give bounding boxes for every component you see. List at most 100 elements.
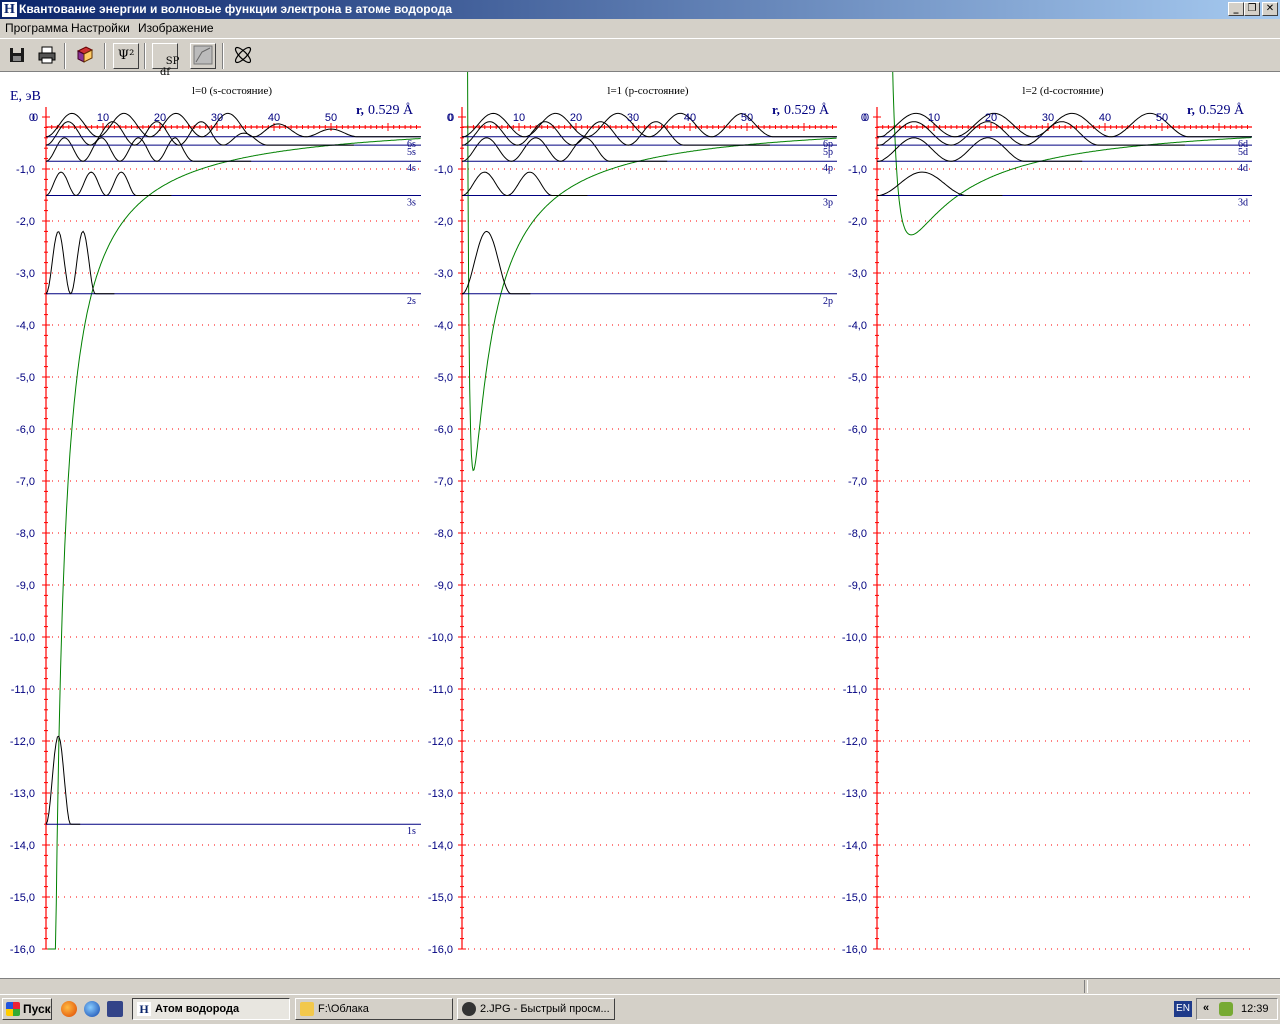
y-tick-label: -1,0 — [434, 164, 453, 176]
wavefunction-5s — [45, 121, 354, 146]
tray-expand-icon[interactable]: « — [1203, 1002, 1210, 1014]
show-desktop-icon[interactable] — [107, 1001, 123, 1017]
close-button[interactable]: ✕ — [1262, 2, 1278, 16]
menu-program[interactable]: Программа — [5, 21, 68, 35]
level-label-4s: 4s — [407, 163, 416, 174]
x-tick-label: 30 — [211, 112, 223, 124]
y-tick-label: -9,0 — [16, 580, 35, 592]
y-tick-label: -14,0 — [428, 840, 453, 852]
wavefunction-5p — [461, 121, 770, 146]
y-tick-label: -16,0 — [842, 944, 867, 956]
x-origin-label: 0 — [863, 112, 869, 124]
firefox-icon[interactable] — [61, 1001, 77, 1017]
minimize-button[interactable]: _ — [1228, 2, 1244, 16]
y-tick-label: -12,0 — [10, 736, 35, 748]
wavefunction-1s — [45, 735, 81, 825]
spdf-icon: SP df — [159, 56, 180, 78]
save-button[interactable] — [4, 43, 30, 69]
system-tray: « 12:39 — [1196, 998, 1278, 1020]
y-tick-label: -3,0 — [434, 268, 453, 280]
y-tick-label: -11,0 — [429, 684, 453, 696]
internet-explorer-icon[interactable] — [84, 1001, 100, 1017]
y-tick-label: -10,0 — [10, 632, 35, 644]
x-tick-label: 10 — [97, 112, 109, 124]
start-button[interactable]: Пуск — [2, 998, 52, 1020]
y-tick-label: -7,0 — [16, 476, 35, 488]
chart-frame-button[interactable] — [190, 43, 216, 69]
y-tick-label: -8,0 — [434, 528, 453, 540]
toolbar-separator — [104, 43, 106, 69]
y-tick-label: -4,0 — [434, 320, 453, 332]
y-tick-label: -10,0 — [842, 632, 867, 644]
y-tick-label: -8,0 — [848, 528, 867, 540]
x-unit-label: 0.529 Å — [784, 102, 830, 118]
y-tick-label: -4,0 — [848, 320, 867, 332]
y-tick-label: -2,0 — [16, 216, 35, 228]
psi-squared-icon: Ψ² — [117, 48, 135, 63]
y-tick-label: -3,0 — [848, 268, 867, 280]
level-label-4p: 4p — [823, 163, 833, 174]
book-icon — [76, 46, 94, 63]
y-axis-title: E, эВ — [10, 89, 41, 104]
level-label-2s: 2s — [407, 296, 416, 307]
psi-squared-button[interactable]: Ψ² — [113, 43, 139, 69]
clock: 12:39 — [1241, 1003, 1269, 1015]
y-tick-label: -13,0 — [10, 788, 35, 800]
task-hydrogen-atom[interactable]: H Атом водорода — [132, 998, 290, 1020]
level-label-5d: 5d — [1238, 147, 1248, 158]
potential-curve — [47, 138, 421, 950]
y-tick-label: -11,0 — [843, 684, 867, 696]
level-label-2p: 2p — [823, 296, 833, 307]
y-tick-label: -16,0 — [428, 944, 453, 956]
orbital-button[interactable] — [230, 43, 256, 69]
status-bar — [0, 978, 1280, 994]
x-tick-label: 40 — [1099, 112, 1111, 124]
wavefunction-3d — [877, 171, 1003, 196]
level-label-4d: 4d — [1238, 163, 1248, 174]
y-tick-label: -5,0 — [434, 372, 453, 384]
panel-1 — [458, 72, 837, 950]
taskbar: Пуск H Атом водорода F:\Облака 2.JPG - Б… — [0, 994, 1280, 1024]
level-label-6d: 6d — [1238, 139, 1248, 150]
x-unit-prefix: r, — [356, 102, 364, 117]
wavefunction-4d — [877, 137, 1083, 162]
y-tick-label: -2,0 — [434, 216, 453, 228]
folder-icon — [300, 1002, 314, 1016]
network-icon[interactable] — [1219, 1002, 1233, 1016]
x-unit-prefix: r, — [772, 102, 780, 117]
task-folder[interactable]: F:\Облака — [295, 998, 453, 1020]
y-tick-label: -6,0 — [434, 424, 453, 436]
menu-image[interactable]: Изображение — [138, 21, 214, 35]
level-label-1s: 1s — [407, 826, 416, 837]
restore-button[interactable]: ❐ — [1244, 2, 1260, 16]
x-unit-label: 0.529 Å — [368, 102, 414, 118]
wavefunction-4p — [461, 137, 668, 162]
window-title: Квантование энергии и волновые функции э… — [19, 2, 453, 16]
wavefunction-6s — [45, 112, 421, 138]
x-tick-label: 40 — [268, 112, 280, 124]
print-button[interactable] — [34, 43, 60, 69]
level-label-3d: 3d — [1238, 198, 1248, 209]
menu-bar: Программа Настройки Изображение — [0, 19, 1280, 38]
windows-flag-icon — [6, 1002, 20, 1016]
spdf-button[interactable]: SP df — [152, 43, 179, 78]
y-tick-label: -6,0 — [848, 424, 867, 436]
level-label-5p: 5p — [823, 147, 833, 158]
menu-settings[interactable]: Настройки — [71, 21, 130, 35]
x-tick-label: 20 — [154, 112, 166, 124]
language-indicator[interactable]: EN — [1174, 1001, 1192, 1017]
toolbar-separator — [64, 43, 66, 69]
y-tick-label: -2,0 — [848, 216, 867, 228]
wavefunction-5d — [877, 121, 1185, 146]
y-tick-label: 0 — [29, 112, 35, 124]
y-tick-label: -7,0 — [434, 476, 453, 488]
level-label-6s: 6s — [407, 139, 416, 150]
level-label-3p: 3p — [823, 198, 833, 209]
task-image-viewer[interactable]: 2.JPG - Быстрый просм... — [457, 998, 615, 1020]
wavefunction-3p — [461, 171, 588, 197]
toolbar-separator — [144, 43, 146, 69]
level-label-6p: 6p — [823, 139, 833, 150]
y-tick-label: -1,0 — [16, 164, 35, 176]
help-book-button[interactable] — [72, 43, 98, 69]
y-tick-label: 0 — [861, 112, 867, 124]
